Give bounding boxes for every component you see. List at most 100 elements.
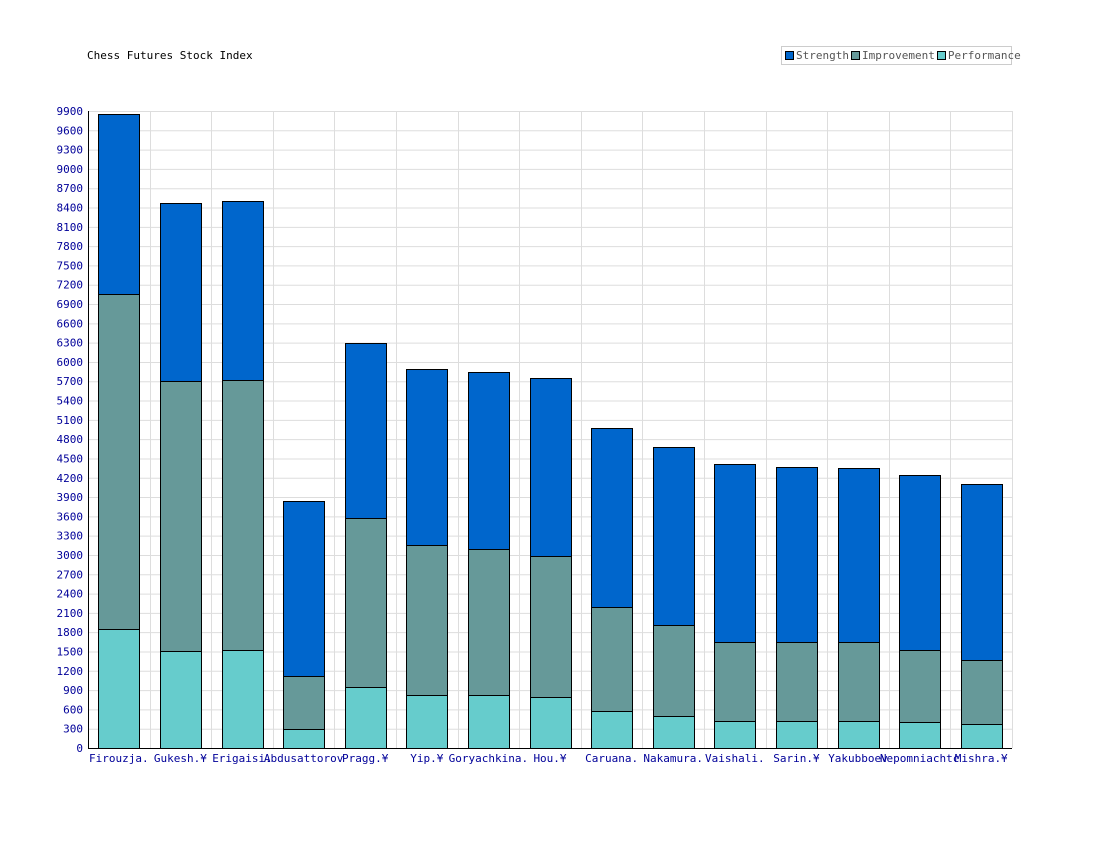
legend-swatch-strength [785,51,794,60]
y-tick-label: 8700 [57,182,84,195]
x-tick-label: Goryachkina. [449,752,528,765]
y-tick-label: 6600 [57,317,84,330]
bar-strength [222,201,264,381]
x-tick-label: Sarin.¥ [773,752,820,765]
y-tick-label: 7500 [57,259,84,272]
x-tick-label: Yakubboev [828,752,888,765]
bar-strength [776,467,818,643]
y-tick-label: 5700 [57,375,84,388]
bar-performance [714,721,756,749]
y-tick-label: 7200 [57,279,84,292]
bar-performance [591,711,633,749]
bar-improvement [591,607,633,712]
bar-strength [961,484,1003,661]
bar-strength [98,114,140,295]
y-tick-label: 300 [63,723,83,736]
bar-strength [653,447,695,626]
y-tick-label: 6000 [57,356,84,369]
x-tick-label: Nakamura. [643,752,703,765]
y-tick-label: 9900 [57,105,84,118]
y-tick-label: 0 [76,742,83,755]
bar-strength [530,378,572,557]
y-tick-label: 3600 [57,510,84,523]
y-tick-label: 6900 [57,298,84,311]
bar-strength [345,343,387,519]
x-tick-label: Mishra.¥ [955,752,1008,765]
y-tick-label: 2400 [57,588,84,601]
bar-strength [160,203,202,382]
bar-performance [283,729,325,749]
y-tick-label: 2100 [57,607,84,620]
y-tick-label: 3300 [57,530,84,543]
bar-strength [838,468,880,643]
y-tick-label: 9600 [57,124,84,137]
bar-improvement [345,518,387,688]
bar-performance [653,716,695,749]
y-tick-label: 9300 [57,144,84,157]
bar-performance [406,695,448,749]
y-tick-label: 1800 [57,626,84,639]
x-tick-label: Firouzja. [89,752,149,765]
legend-label-performance: Performance [947,49,1021,62]
y-tick-label: 3000 [57,549,84,562]
y-tick-label: 1200 [57,665,84,678]
legend-label-strength: Strength [796,49,849,62]
legend-item-performance: Performance [936,49,1021,62]
bar-performance [530,697,572,749]
legend: Strength Improvement Performance [781,46,1021,65]
bar-strength [468,372,510,550]
x-tick-label: Gukesh.¥ [154,752,207,765]
y-tick-label: 5100 [57,414,84,427]
bar-performance [961,724,1003,749]
legend-swatch-improvement [850,51,860,60]
y-tick-label: 7800 [57,240,84,253]
y-tick-label: 600 [63,703,83,716]
bar-improvement [961,660,1003,725]
x-tick-label: Erigaisi. [212,752,272,765]
chart-title: Chess Futures Stock Index [87,49,253,62]
bar-performance [160,651,202,749]
y-tick-label: 2700 [57,568,84,581]
bar-improvement [530,556,572,698]
bar-improvement [222,380,264,651]
bar-improvement [899,650,941,723]
bar-performance [468,695,510,749]
bar-improvement [653,625,695,717]
y-tick-label: 4500 [57,452,84,465]
y-tick-label: 4200 [57,472,84,485]
y-tick-label: 5400 [57,395,84,408]
legend-label-improvement: Improvement [861,49,935,62]
y-tick-label: 8100 [57,221,84,234]
x-tick-label: Vaishali. [705,752,765,765]
bars [98,114,1003,749]
bar-improvement [468,549,510,696]
bar-performance [98,629,140,749]
x-tick-label: Pragg.¥ [342,752,389,765]
bar-improvement [776,642,818,722]
bar-performance [222,650,264,749]
y-tick-label: 1500 [57,645,84,658]
x-tick-label: Abdusattorov [264,752,344,765]
y-tick-label: 3900 [57,491,84,504]
x-tick-label: Caruana. [585,752,638,765]
bar-improvement [283,676,325,730]
x-tick-label: Yip.¥ [410,752,443,765]
bar-strength [591,428,633,608]
bar-improvement [714,642,756,722]
x-tick-label: Hou.¥ [533,752,566,765]
y-tick-label: 900 [63,684,83,697]
bar-performance [776,721,818,749]
bar-improvement [160,381,202,652]
bar-improvement [98,294,140,630]
y-tick-label: 9000 [57,163,84,176]
bar-strength [714,464,756,643]
bar-strength [899,475,941,651]
bar-strength [283,501,325,677]
bar-performance [899,722,941,749]
bar-performance [838,721,880,749]
y-tick-label: 8400 [57,202,84,215]
bar-improvement [838,642,880,722]
bar-strength [406,369,448,546]
